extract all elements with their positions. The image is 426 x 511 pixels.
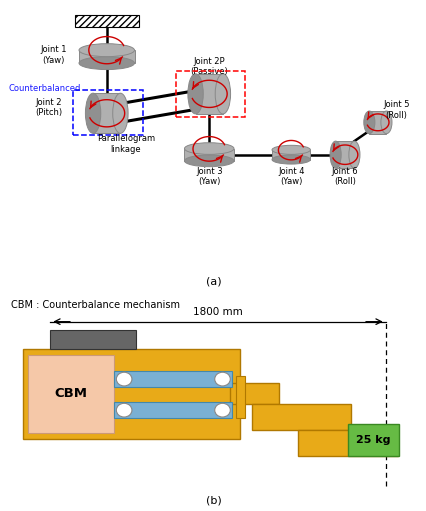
Ellipse shape: [380, 111, 391, 134]
Ellipse shape: [271, 155, 310, 164]
FancyBboxPatch shape: [114, 371, 232, 387]
Ellipse shape: [363, 111, 374, 134]
Text: 25 kg: 25 kg: [355, 435, 390, 445]
FancyBboxPatch shape: [297, 430, 397, 456]
Text: Parallelogram
linkage: Parallelogram linkage: [97, 134, 155, 154]
FancyBboxPatch shape: [75, 14, 138, 27]
Ellipse shape: [112, 93, 128, 133]
Circle shape: [116, 372, 132, 386]
Polygon shape: [195, 74, 222, 114]
Ellipse shape: [79, 57, 134, 69]
Circle shape: [116, 403, 132, 417]
Text: (a): (a): [205, 276, 221, 287]
FancyBboxPatch shape: [28, 355, 114, 433]
Text: (b): (b): [205, 496, 221, 505]
Text: CBM : Counterbalance mechanism: CBM : Counterbalance mechanism: [11, 300, 179, 310]
Text: Joint 5
(Roll): Joint 5 (Roll): [382, 100, 409, 120]
Ellipse shape: [348, 141, 359, 168]
Polygon shape: [368, 111, 386, 134]
Text: Joint 4
(Yaw): Joint 4 (Yaw): [277, 167, 304, 186]
Polygon shape: [271, 150, 310, 159]
FancyBboxPatch shape: [114, 402, 232, 419]
Ellipse shape: [184, 155, 233, 167]
Polygon shape: [335, 141, 354, 168]
Ellipse shape: [184, 143, 233, 154]
Text: Joint 2
(Pitch): Joint 2 (Pitch): [35, 98, 63, 117]
Ellipse shape: [187, 74, 203, 114]
FancyBboxPatch shape: [23, 349, 239, 439]
FancyBboxPatch shape: [347, 424, 398, 456]
Ellipse shape: [271, 145, 310, 154]
Ellipse shape: [85, 93, 101, 133]
FancyBboxPatch shape: [229, 383, 279, 404]
Circle shape: [214, 372, 230, 386]
Text: Joint 6
(Roll): Joint 6 (Roll): [331, 167, 357, 186]
Ellipse shape: [79, 43, 134, 57]
Text: Joint 2P
(Passive): Joint 2P (Passive): [190, 57, 227, 76]
FancyBboxPatch shape: [236, 376, 245, 419]
Ellipse shape: [329, 141, 340, 168]
Text: CBM: CBM: [55, 387, 88, 401]
FancyBboxPatch shape: [50, 330, 136, 349]
FancyBboxPatch shape: [252, 404, 350, 430]
Polygon shape: [184, 149, 233, 161]
Text: Counterbalanced: Counterbalanced: [9, 84, 81, 94]
Polygon shape: [93, 93, 120, 133]
Text: Joint 3
(Yaw): Joint 3 (Yaw): [196, 167, 222, 186]
Circle shape: [214, 403, 230, 417]
Ellipse shape: [215, 74, 230, 114]
Text: 1800 mm: 1800 mm: [193, 307, 242, 317]
Text: Joint 1
(Yaw): Joint 1 (Yaw): [40, 45, 66, 65]
Polygon shape: [79, 50, 134, 63]
